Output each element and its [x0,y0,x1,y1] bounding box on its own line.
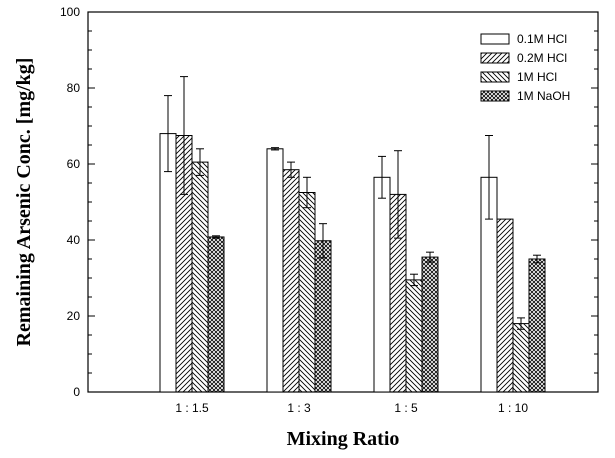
legend-label: 0.2M HCl [517,51,567,65]
legend-label: 0.1M HCl [517,32,567,46]
bar-crosshatch [207,236,225,393]
legend-swatch [480,90,510,102]
bar-empty [373,176,391,393]
x-axis: 1 : 1.5 1 : 3 1 : 5 1 : 10 [175,401,528,415]
legend-swatch [480,71,510,83]
y-tick-label: 80 [67,81,81,95]
error-bar-group [164,76,541,330]
legend-label: 1M NaOH [517,89,570,103]
legend-label: 1M HCl [517,70,557,84]
y-axis: 0 20 40 60 80 100 [60,5,598,399]
bar-series-group [159,133,546,393]
bar-diagonal-right [282,169,300,393]
x-tick-label: 1 : 3 [287,401,311,415]
y-axis-title: Remaining Arsenic Conc. [mg/kg] [13,58,35,347]
bar-empty [266,148,284,393]
bar-crosshatch [421,256,439,393]
bar-diagonal-right [496,218,514,393]
y-tick-label: 20 [67,309,81,323]
bar-diagonal-left [191,161,209,393]
y-tick-label: 60 [67,157,81,171]
bar-diagonal-left [512,323,530,393]
legend-swatch [480,52,510,64]
bar-diagonal-left [298,192,316,393]
y-tick-label: 100 [60,5,80,19]
legend-swatch [480,33,510,45]
y-tick-label: 0 [73,385,80,399]
legend: 0.1M HCl 0.2M HCl 1M HCl 1M NaOH [480,32,570,103]
x-tick-label: 1 : 5 [394,401,418,415]
bar-diagonal-left [405,279,423,393]
x-tick-label: 1 : 10 [498,401,528,415]
x-axis-title: Mixing Ratio [287,428,400,450]
bar-crosshatch [528,258,546,393]
y-tick-label: 40 [67,233,81,247]
x-tick-label: 1 : 1.5 [175,401,209,415]
bar-crosshatch [314,240,332,393]
bar-empty [159,133,177,393]
